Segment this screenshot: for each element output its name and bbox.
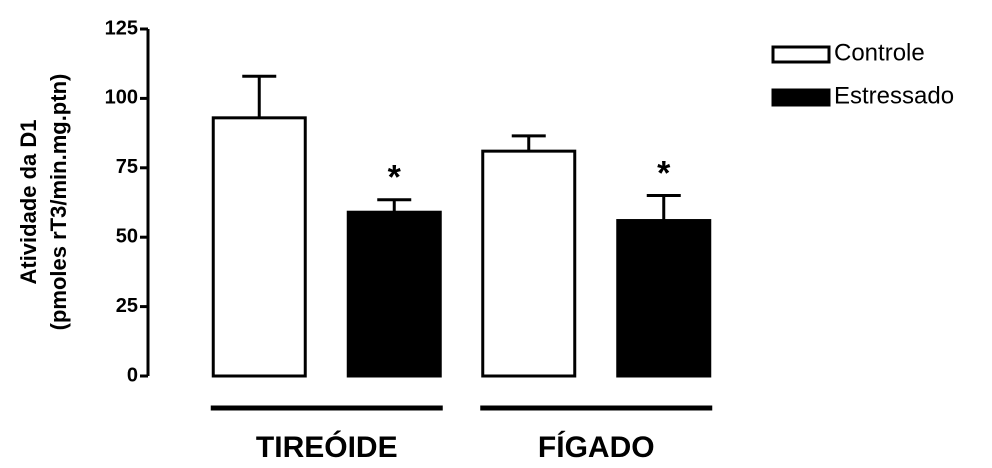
legend-label: Controle bbox=[834, 39, 925, 66]
legend-swatch bbox=[771, 88, 831, 107]
bar bbox=[346, 210, 442, 378]
y-tick-label: 100 bbox=[105, 87, 138, 109]
legend-swatch bbox=[771, 45, 831, 64]
y-axis-label: (pmoles rT3/min.mg.ptn) bbox=[46, 74, 71, 331]
bar bbox=[481, 149, 577, 378]
annotation: * bbox=[388, 159, 402, 197]
annotation: * bbox=[657, 155, 671, 193]
y-tick-label: 50 bbox=[116, 225, 138, 247]
bar bbox=[211, 116, 307, 378]
y-axis-label: Atividade da D1 bbox=[16, 119, 41, 284]
x-tick-label: TIREÓIDE bbox=[256, 430, 398, 464]
y-tick-label: 25 bbox=[116, 295, 138, 317]
y-tick-label: 125 bbox=[105, 17, 138, 39]
y-tick-label: 0 bbox=[127, 364, 138, 386]
bar bbox=[616, 219, 712, 378]
y-tick-label: 75 bbox=[116, 156, 138, 178]
x-tick-label: FÍGADO bbox=[538, 430, 655, 464]
legend-label: Estressado bbox=[834, 82, 954, 109]
